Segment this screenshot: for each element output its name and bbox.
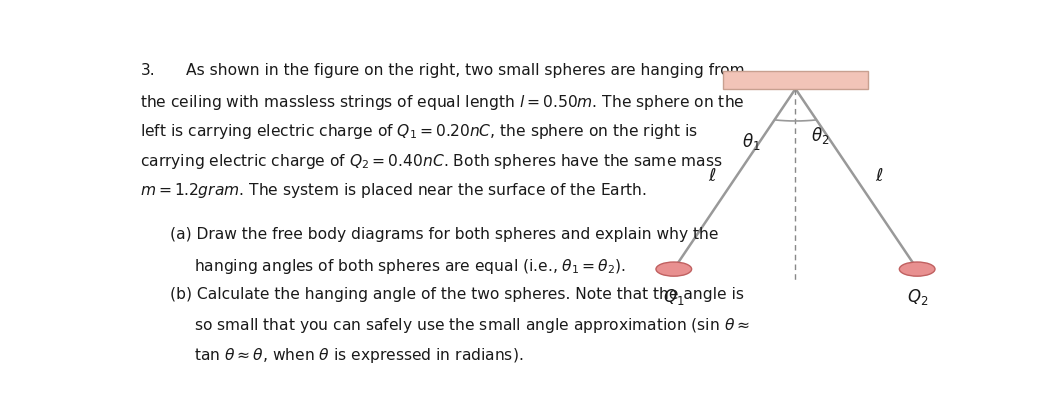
Text: $\ell$: $\ell$ xyxy=(708,167,717,185)
Bar xyxy=(723,71,868,89)
Text: the ceiling with massless strings of equal length $l = 0.50m$. The sphere on the: the ceiling with massless strings of equ… xyxy=(140,93,745,112)
Text: $\ell$: $\ell$ xyxy=(874,167,883,185)
Text: carrying electric charge of $Q_2 = 0.40nC$. Both spheres have the same mass: carrying electric charge of $Q_2 = 0.40n… xyxy=(140,152,723,171)
Text: left is carrying electric charge of $Q_1 = 0.20nC$, the sphere on the right is: left is carrying electric charge of $Q_1… xyxy=(140,122,698,141)
Text: $\theta_1$: $\theta_1$ xyxy=(742,131,760,153)
Text: hanging angles of both spheres are equal (i.e., $\theta_1 = \theta_2$).: hanging angles of both spheres are equal… xyxy=(194,257,626,276)
Text: (b) Calculate the hanging angle of the two spheres. Note that the angle is: (b) Calculate the hanging angle of the t… xyxy=(169,287,744,302)
Circle shape xyxy=(656,262,691,276)
Text: (a) Draw the free body diagrams for both spheres and explain why the: (a) Draw the free body diagrams for both… xyxy=(169,227,719,242)
Text: $Q_1$: $Q_1$ xyxy=(663,288,684,308)
Circle shape xyxy=(900,262,935,276)
Text: $\theta_2$: $\theta_2$ xyxy=(811,125,829,146)
Text: 3.: 3. xyxy=(140,63,155,78)
Text: $m = 1.2gram$. The system is placed near the surface of the Earth.: $m = 1.2gram$. The system is placed near… xyxy=(140,181,647,201)
Text: tan $\theta \approx \theta$, when $\theta$ is expressed in radians).: tan $\theta \approx \theta$, when $\thet… xyxy=(194,346,523,365)
Text: As shown in the figure on the right, two small spheres are hanging from: As shown in the figure on the right, two… xyxy=(186,63,745,78)
Text: $Q_2$: $Q_2$ xyxy=(907,288,928,308)
Text: so small that you can safely use the small angle approximation (sin $\theta \app: so small that you can safely use the sma… xyxy=(194,316,750,335)
